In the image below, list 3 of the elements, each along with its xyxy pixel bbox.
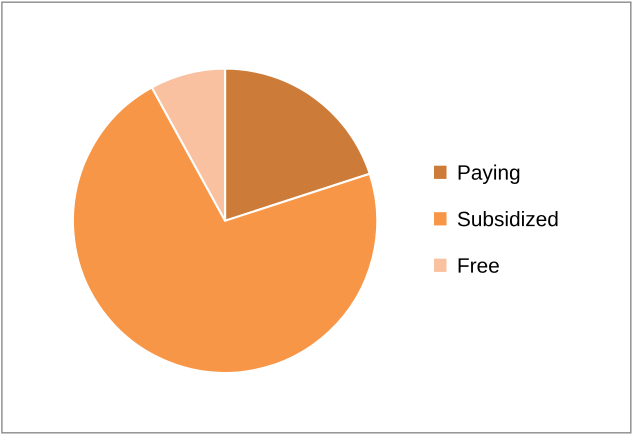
legend-label: Paying [458,164,520,184]
legend-label: Free [458,258,499,273]
legend-label: Subsidized [458,211,558,226]
